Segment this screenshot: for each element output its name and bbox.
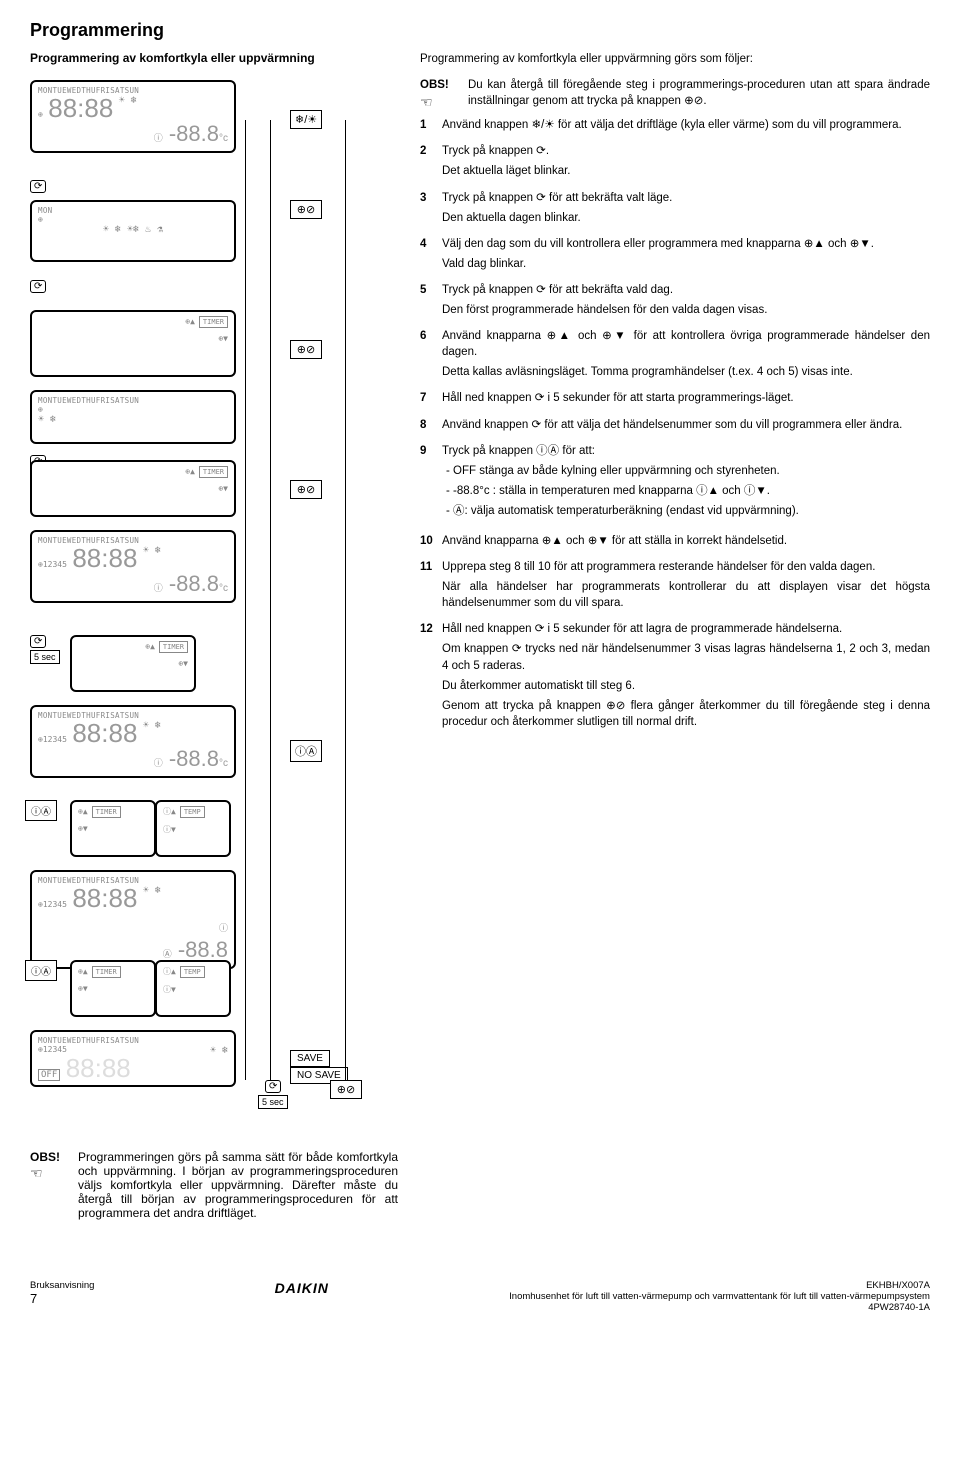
display-panel-11a: ⊕▲TIMER ⊕▼ [70, 960, 156, 1017]
time-display: 88:88 [48, 95, 113, 121]
step-body: Håll ned knappen ⟳ i 5 sekunder för att … [442, 390, 930, 406]
display-panel-8: MONTUEWEDTHUFRISATSUN ⊕12345 88:88 ☀ ❄ ⓘ… [30, 705, 236, 778]
step-number: 3 [420, 190, 442, 226]
step-extra: Den först programmerade händelsen för de… [442, 302, 930, 318]
footer-left-1: Bruksanvisning [30, 1280, 94, 1291]
step-body: Använd knappen ❄/☀ för att välja det dri… [442, 117, 930, 133]
time-display: 88:88 [72, 545, 137, 571]
obs-label: OBS! [420, 77, 458, 93]
arrow-icon: ⟳ [30, 280, 46, 293]
step-connector-2: ⊕⊘ [290, 200, 322, 219]
footer-right-3: 4PW28740-1A [509, 1302, 930, 1313]
display-panel-2: MON ⊕ ☀ ❄ ☀❄ ♨ ⚗ [30, 200, 236, 262]
page-footer: Bruksanvisning 7 DAIKIN EKHBH/X007A Inom… [30, 1280, 930, 1313]
arrow-icon: ⟳ [265, 1080, 281, 1093]
step-number: 9 [420, 443, 442, 523]
step-connector-3: ⊕⊘ [290, 340, 322, 359]
temp-display: -88.8 [169, 746, 219, 771]
footer-page-num: 7 [30, 1291, 94, 1306]
step-extra: Detta kallas avläsningsläget. Tomma prog… [442, 364, 930, 380]
temp-display: -88.8 [178, 937, 228, 962]
bottom-note-text: Programmeringen görs på samma sätt för b… [78, 1150, 398, 1220]
ia-label: ⓘⒶ [25, 800, 57, 821]
display-panel-3: ⊕▲TIMER ⊕▼ [30, 310, 236, 377]
step-number: 12 [420, 621, 442, 730]
step-extra: Det aktuella läget blinkar. [442, 163, 930, 179]
step-connector-final: ⊕⊘ [330, 1080, 362, 1099]
subheading: Programmering av komfortkyla eller uppvä… [30, 51, 390, 65]
step-connector-4: ⊕⊘ [290, 480, 322, 499]
display-panel-7: ⊕▲TIMER ⊕▼ [70, 635, 196, 692]
footer-right-1: EKHBH/X007A [509, 1280, 930, 1291]
steps-list: 1Använd knappen ❄/☀ för att välja det dr… [420, 117, 930, 730]
display-panel-9b: ⓘ▲TEMP ⓘ▼ [155, 800, 231, 857]
obs-label: OBS! [30, 1150, 68, 1164]
five-sec-label: 5 sec [258, 1095, 288, 1109]
footer-right-2: Inomhusenhet för luft till vatten-värmep… [509, 1291, 930, 1302]
step-body: Upprepa steg 8 till 10 för att programme… [442, 559, 930, 611]
step-body: Tryck på knappen ⟳ för att bekräfta vald… [442, 282, 930, 318]
off-label: OFF [38, 1069, 60, 1081]
step-extra: Vald dag blinkar. [442, 256, 930, 272]
display-panel-5: ⊕▲TIMER ⊕▼ [30, 460, 236, 517]
diagram-column: Programmering av komfortkyla eller uppvä… [30, 51, 390, 1120]
step-number: 6 [420, 328, 442, 380]
step-connector-5: ⓘⒶ [290, 740, 322, 762]
step-extra: Om knappen ⟳ trycks ned när händelsenumm… [442, 641, 930, 673]
page-title: Programmering [30, 20, 930, 41]
display-panel-4: MONTUEWEDTHUFRISATSUN ⊕ ☀ ❄ [30, 390, 236, 444]
footer-brand: DAIKIN [275, 1280, 329, 1313]
step-number: 2 [420, 143, 442, 179]
arrow-icon: ⟳ [30, 635, 46, 648]
step-body: Använd knapparna ⊕▲ och ⊕▼ för att kontr… [442, 328, 930, 380]
display-panel-10: MONTUEWEDTHUFRISATSUN ⊕12345 88:88 ☀ ❄ ⓘ… [30, 870, 236, 969]
hand-icon: ☜ [420, 95, 458, 109]
display-panel-6: MONTUEWEDTHUFRISATSUN ⊕12345 88:88 ☀ ❄ ⓘ… [30, 530, 236, 603]
step-number: 8 [420, 417, 442, 433]
display-panel-1: MONTUEWEDTHUFRISATSUN ⊕ 88:88 ☀ ❄ ⓘ -88.… [30, 80, 236, 153]
step-body: Håll ned knappen ⟳ i 5 sekunder för att … [442, 621, 930, 730]
step-sub-item: OFF stänga av både kylning eller uppvärm… [456, 463, 930, 479]
arrow-icon: ⟳ [30, 180, 46, 193]
step-number: 1 [420, 117, 442, 133]
day-single: MON [38, 206, 228, 215]
display-panel-9a: ⊕▲TIMER ⊕▼ [70, 800, 156, 857]
step-body: Tryck på knappen ⟳.Det aktuella läget bl… [442, 143, 930, 179]
display-panel-11b: ⓘ▲TEMP ⓘ▼ [155, 960, 231, 1017]
bottom-note: OBS! ☜ Programmeringen görs på samma sät… [30, 1150, 930, 1220]
temp-display: -88.8 [169, 571, 219, 596]
instructions-column: Programmering av komfortkyla eller uppvä… [420, 51, 930, 1120]
time-display: 88:88 [72, 885, 137, 911]
step-body: Tryck på knappen ⓘⒶ för att:OFF stänga a… [442, 443, 930, 523]
obs-text: Du kan återgå till föregående steg i pro… [468, 77, 930, 109]
step-number: 4 [420, 236, 442, 272]
step-number: 5 [420, 282, 442, 318]
step-number: 7 [420, 390, 442, 406]
step-extra: När alla händelser har programmerats kon… [442, 579, 930, 611]
step-sub-item: Ⓐ: välja automatisk temperaturberäkning … [456, 503, 930, 519]
time-display: 88:88 [72, 720, 137, 746]
ia-label: ⓘⒶ [25, 960, 57, 981]
intro-text: Programmering av komfortkyla eller uppvä… [420, 51, 930, 67]
step-extra: Genom att trycka på knappen ⊕⊘ flera gån… [442, 698, 930, 730]
step-body: Använd knappen ⟳ för att välja det hände… [442, 417, 930, 433]
step-number: 11 [420, 559, 442, 611]
temp-display: -88.8 [169, 121, 219, 146]
save-label: SAVE [290, 1050, 330, 1067]
step-sub-item: -88.8°c : ställa in temperaturen med kna… [456, 483, 930, 499]
days-row: MONTUEWEDTHUFRISATSUN [38, 396, 228, 405]
display-panel-12: MONTUEWEDTHUFRISATSUN ⊕12345 ☀ ❄ OFF 88:… [30, 1030, 236, 1087]
step-body: Tryck på knappen ⟳ för att bekräfta valt… [442, 190, 930, 226]
step-body: Välj den dag som du vill kontrollera ell… [442, 236, 930, 272]
step-body: Använd knapparna ⊕▲ och ⊕▼ för att ställ… [442, 533, 930, 549]
step-number: 10 [420, 533, 442, 549]
five-sec-label: 5 sec [30, 650, 60, 664]
days-row: MONTUEWEDTHUFRISATSUN [38, 1036, 228, 1045]
hand-icon: ☜ [30, 1166, 68, 1180]
step-extra: Du återkommer automatiskt till steg 6. [442, 678, 930, 694]
step-connector-1: ❄/☀ [290, 110, 322, 129]
step-extra: Den aktuella dagen blinkar. [442, 210, 930, 226]
obs-note: OBS! ☜ Du kan återgå till föregående ste… [420, 77, 930, 109]
